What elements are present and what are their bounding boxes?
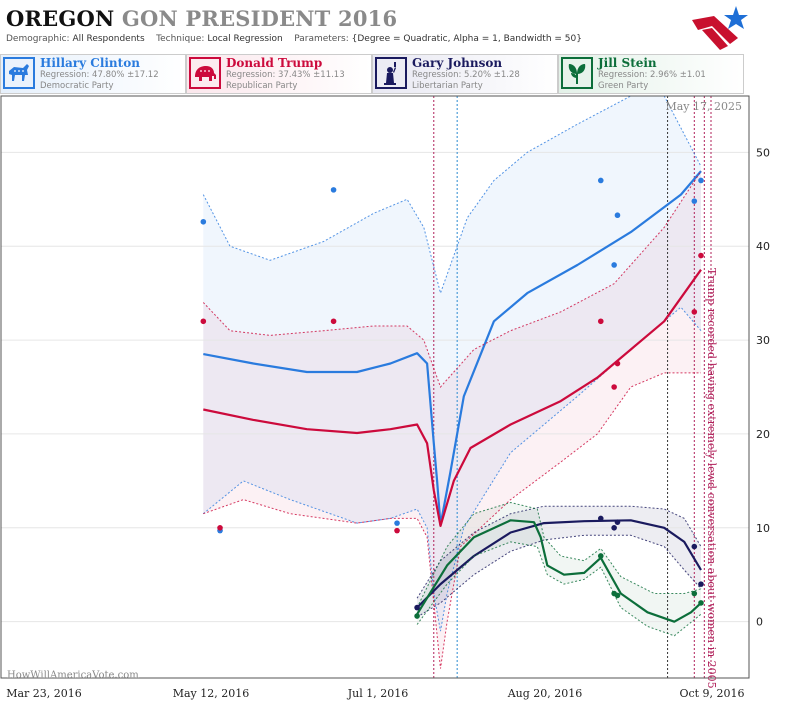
- candidate-party: Democratic Party: [40, 81, 114, 91]
- title-rest: GON PRESIDENT 2016: [121, 6, 398, 31]
- grid-lines: [1, 151, 749, 623]
- parameters-label: Parameters:: [294, 34, 349, 44]
- y-tick-label: 20: [756, 428, 770, 441]
- data-point-gary-johnson: [414, 604, 420, 611]
- band-hillary-clinton: [203, 96, 702, 632]
- plot-frame: [0, 95, 750, 679]
- x-tick-label: Jul 1, 2016: [347, 687, 409, 700]
- legend-item-stein[interactable]: Jill Stein Regression: 2.96% ±1.01 Green…: [558, 54, 744, 94]
- candidate-regression: Regression: 37.43% ±11.13: [226, 70, 345, 80]
- candidate-party: Republican Party: [226, 81, 298, 91]
- candidate-name: Jill Stein: [598, 56, 657, 70]
- technique-value: Local Regression: [207, 34, 283, 44]
- data-point-gary-johnson: [691, 543, 698, 550]
- parameters-value: {Degree = Quadratic, Alpha = 1, Bandwidt…: [351, 34, 582, 44]
- lower-bound-jill-stein: [416, 541, 702, 637]
- demographic-value: All Respondents: [72, 34, 145, 44]
- data-point-donald-trump: [217, 525, 223, 531]
- y-tick-label: 10: [756, 522, 770, 535]
- upper-bound-hillary-clinton: [202, 95, 702, 295]
- poll-points: [200, 177, 704, 619]
- data-point-hillary-clinton: [394, 520, 400, 526]
- candidate-legend: Hillary Clinton Regression: 47.80% ±17.1…: [0, 54, 789, 94]
- x-tick-label: Aug 20, 2016: [507, 687, 583, 700]
- data-point-jill-stein: [414, 613, 420, 619]
- data-point-donald-trump: [597, 318, 604, 325]
- trend-line-donald-trump: [203, 269, 702, 528]
- data-point-jill-stein: [691, 590, 698, 597]
- donkey-icon: [3, 57, 35, 89]
- data-point-donald-trump: [200, 318, 207, 325]
- y-tick-label: 40: [756, 240, 770, 253]
- data-point-gary-johnson: [597, 515, 604, 522]
- chart-header: OREGON GON PRESIDENT 2016 Demographic: A…: [0, 0, 789, 50]
- trend-line-hillary-clinton: [203, 170, 702, 527]
- title-state: OREGON: [6, 6, 115, 31]
- data-point-hillary-clinton: [691, 198, 698, 204]
- watermark: HowWillAmericaVote.com: [7, 670, 139, 681]
- data-point-gary-johnson: [611, 525, 617, 531]
- lower-bound-donald-trump: [203, 372, 701, 669]
- band-gary-johnson: [417, 506, 701, 617]
- data-point-donald-trump: [330, 318, 337, 325]
- data-point-donald-trump: [394, 527, 400, 534]
- statue-of-liberty-icon: [375, 57, 407, 89]
- data-point-hillary-clinton: [611, 262, 617, 268]
- candidate-party: Libertarian Party: [412, 81, 483, 91]
- candidate-regression: Regression: 5.20% ±1.28: [412, 70, 520, 80]
- site-logo: [688, 4, 750, 50]
- x-tick-label: Oct 9, 2016: [679, 687, 744, 700]
- event-annotation: Trump recorded having extremely lewd con…: [705, 268, 718, 689]
- legend-item-clinton[interactable]: Hillary Clinton Regression: 47.80% ±17.1…: [0, 54, 186, 94]
- data-point-jill-stein: [698, 600, 704, 606]
- candidate-name: Gary Johnson: [412, 56, 503, 70]
- data-point-hillary-clinton: [614, 212, 621, 219]
- trend-line-gary-johnson: [416, 519, 702, 609]
- lower-bound-gary-johnson: [416, 534, 702, 618]
- x-axis: Mar 23, 2016 May 12, 2016 Jul 1, 2016 Aug 2…: [6, 687, 744, 700]
- data-point-hillary-clinton: [597, 177, 604, 184]
- chart-title: OREGON GON PRESIDENT 2016: [6, 6, 397, 31]
- chart-date: May 17, 2025: [665, 100, 742, 113]
- star-logo-icon: [692, 6, 748, 50]
- x-tick-label: Mar 23, 2016: [6, 687, 82, 700]
- y-axis: 0 10 20 30 40 50: [756, 146, 770, 628]
- y-tick-label: 50: [756, 146, 770, 159]
- data-point-hillary-clinton: [330, 187, 337, 193]
- band-donald-trump: [203, 171, 702, 669]
- data-point-gary-johnson: [614, 519, 621, 525]
- parameter-line: Demographic: All Respondents Technique: …: [6, 34, 582, 44]
- data-point-donald-trump: [611, 384, 617, 390]
- data-point-gary-johnson: [698, 581, 704, 587]
- legend-item-johnson[interactable]: Gary Johnson Regression: 5.20% ±1.28 Lib…: [372, 54, 558, 94]
- elephant-icon: [189, 57, 221, 89]
- candidate-name: Donald Trump: [226, 56, 323, 70]
- legend-item-trump[interactable]: Donald Trump Regression: 37.43% ±11.13 R…: [186, 54, 372, 94]
- technique-label: Technique:: [156, 34, 205, 44]
- leaf-icon: [561, 57, 593, 89]
- data-point-hillary-clinton: [200, 218, 207, 225]
- data-point-donald-trump: [691, 309, 698, 315]
- y-tick-label: 0: [756, 616, 763, 629]
- data-point-jill-stein: [614, 592, 621, 599]
- confidence-bands: [203, 96, 702, 669]
- candidate-regression: Regression: 2.96% ±1.01: [598, 70, 706, 80]
- data-point-jill-stein: [597, 553, 604, 559]
- demographic-label: Demographic:: [6, 34, 70, 44]
- trend-line-jill-stein: [416, 519, 702, 623]
- band-jill-stein: [417, 502, 701, 636]
- candidate-party: Green Party: [598, 81, 649, 91]
- series-lines: [202, 95, 702, 669]
- candidate-regression: Regression: 47.80% ±17.12: [40, 70, 159, 80]
- data-point-donald-trump: [698, 252, 704, 259]
- x-tick-label: May 12, 2016: [173, 687, 250, 700]
- data-point-hillary-clinton: [698, 177, 704, 184]
- data-point-donald-trump: [614, 360, 621, 367]
- y-tick-label: 30: [756, 334, 770, 347]
- candidate-name: Hillary Clinton: [40, 56, 140, 70]
